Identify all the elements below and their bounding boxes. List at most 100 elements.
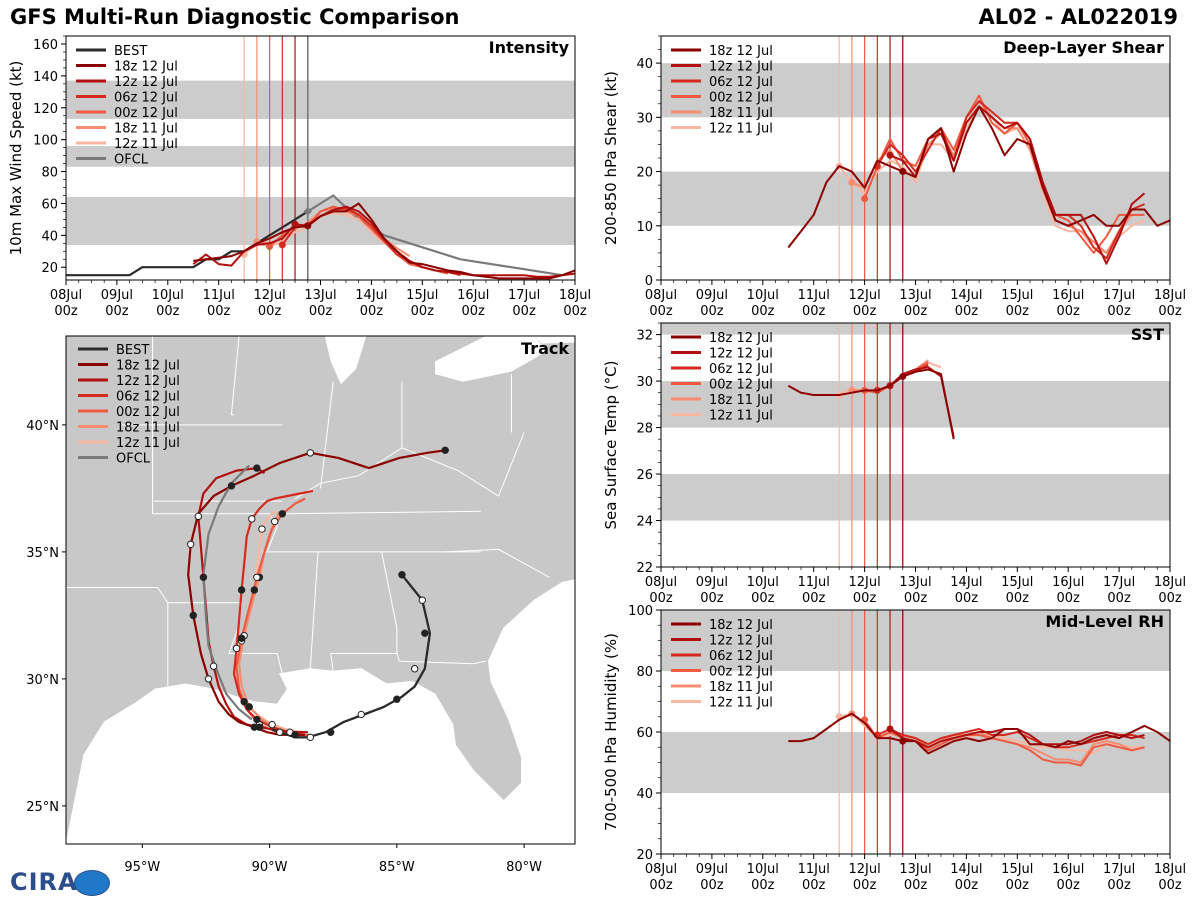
track-frame: [65, 335, 576, 845]
shear-ytick-label: 20: [636, 166, 653, 181]
intensity-xtick-label: 13Jul 00z: [304, 288, 336, 319]
ofcl-start-marker: [303, 207, 313, 216]
shear-marker: [886, 151, 894, 159]
intensity-marker: [266, 243, 274, 251]
cira-logo-text: CIRA: [10, 868, 78, 896]
track-position-marker: [357, 710, 365, 719]
intensity-ytick-label: 60: [41, 197, 58, 212]
panel-sst: 22 24 26 28 30 32 08Jul 00z 09Jul 00z 10Jul 00z 11Ju…: [602, 322, 1186, 606]
rh-legend-label: 12z 11 Jul: [709, 696, 773, 711]
rh-shade-band: [661, 610, 1170, 671]
sst-ytick-label: 22: [636, 561, 653, 576]
rh-ytick-label: 100: [628, 604, 653, 619]
track-lat-label: 35°N: [26, 546, 59, 561]
shear-legend-label: 18z 12 Jul: [709, 44, 773, 59]
sst-legend-label: 06z 12 Jul: [709, 362, 773, 377]
track-position-marker: [398, 571, 406, 579]
rh-xtick-label: 08Jul 00z: [645, 862, 677, 893]
intensity-marker: [304, 222, 312, 230]
shear-ytick-label: 40: [636, 57, 653, 72]
track-legend-label: 18z 12 Jul: [116, 359, 180, 374]
track-ofcl: [202, 464, 253, 721]
shear-plot-area: [661, 36, 1170, 280]
rh-xtick-label: 18Jul 00z: [1154, 862, 1186, 893]
track-position-marker: [187, 540, 195, 548]
rh-xtick-label: 10Jul 00z: [747, 862, 779, 893]
intensity-panel-title: Intensity: [489, 38, 570, 57]
track-position-marker: [245, 703, 253, 711]
shear-xtick-label: 17Jul 00z: [1103, 288, 1135, 319]
intensity-legend-label: OFCL: [114, 153, 149, 168]
sst-xtick-label: 14Jul 00z: [950, 575, 982, 606]
shear-xtick-label: 10Jul 00z: [747, 288, 779, 319]
state-border: [457, 432, 525, 497]
track-map-area: [66, 336, 575, 844]
sst-plot-area: [661, 323, 1170, 567]
rh-legend-label: 06z 12 Jul: [709, 649, 773, 664]
intensity-legend-label: 12z 11 Jul: [114, 137, 178, 152]
rh-xtick-label: 12Jul 00z: [848, 862, 880, 893]
shear-xtick-label: 14Jul 00z: [950, 288, 982, 319]
track-position-marker: [209, 662, 218, 670]
state-border: [228, 653, 283, 674]
track-position-marker: [199, 573, 208, 581]
shear-series-12z-12-jul: [889, 105, 1146, 265]
sst-ytick-label: 30: [636, 375, 653, 390]
shear-shade-band: [661, 63, 1170, 118]
intensity-ytick-label: 80: [41, 166, 58, 181]
rh-xtick-label: 11Jul 00z: [798, 862, 830, 893]
lake: [534, 336, 575, 344]
intensity-xtick-label: 17Jul 00z: [508, 288, 540, 319]
intensity-ylabel: 10m Max Wind Speed (kt): [7, 61, 25, 256]
sst-xtick-label: 13Jul 00z: [899, 575, 931, 606]
intensity-shade-band: [66, 80, 575, 119]
track-lat-label: 30°N: [26, 673, 59, 688]
sst-xtick-label: 18Jul 00z: [1154, 575, 1186, 606]
sst-ytick-label: 26: [636, 468, 653, 483]
rh-legend-label: 18z 11 Jul: [709, 680, 773, 695]
storm-id: AL02 - AL022019: [978, 5, 1179, 29]
shear-legend-label: 00z 12 Jul: [709, 91, 773, 106]
track-position-marker: [278, 510, 287, 518]
sst-legend-label: 00z 12 Jul: [709, 378, 773, 393]
shear-ytick-label: 10: [636, 220, 653, 235]
sst-xtick-label: 12Jul 00z: [848, 575, 880, 606]
shear-xtick-label: 11Jul 00z: [798, 288, 830, 319]
globe-icon: [74, 870, 110, 896]
sst-ytick-label: 28: [636, 422, 653, 437]
intensity-legend-label: 18z 11 Jul: [114, 122, 178, 137]
track-lon-label: 95°W: [124, 860, 160, 875]
sst-shade-band: [661, 323, 1170, 335]
track-position-marker: [240, 698, 248, 706]
lake: [324, 336, 367, 385]
rh-plot-area: [661, 610, 1170, 854]
panel-track: 95°W 90°W 85°W 80°W 25°N 30°N 35°N 40°N Track BES…: [26, 335, 576, 875]
state-border: [309, 551, 319, 669]
rh-series-18z-12-jul: [788, 712, 1170, 755]
shear-xtick-label: 08Jul 00z: [645, 288, 677, 319]
track-panel-title: Track: [521, 339, 569, 358]
intensity-xtick-label: 16Jul 00z: [457, 288, 489, 319]
rh-legend-label: 12z 12 Jul: [709, 634, 773, 649]
sst-xtick-label: 10Jul 00z: [747, 575, 779, 606]
track-position-marker: [250, 586, 259, 594]
intensity-xtick-label: 09Jul 00z: [101, 288, 133, 319]
intensity-marker: [278, 241, 286, 249]
intensity-xtick-label: 11Jul 00z: [203, 288, 235, 319]
shear-xtick-label: 13Jul 00z: [899, 288, 931, 319]
track-position-marker: [253, 715, 261, 724]
track-position-marker: [227, 482, 236, 490]
sst-legend-label: 18z 11 Jul: [709, 393, 773, 408]
intensity-series-18z-12-jul: [193, 202, 575, 280]
rh-legend-label: 00z 12 Jul: [709, 665, 773, 680]
shear-panel-title: Deep-Layer Shear: [1003, 38, 1164, 57]
shear-xtick-label: 16Jul 00z: [1052, 288, 1084, 319]
rh-panel-title: Mid-Level RH: [1045, 612, 1164, 631]
intensity-shade-band: [66, 146, 575, 167]
shear-marker: [899, 168, 907, 176]
intensity-ytick-label: 100: [33, 134, 58, 149]
sst-xtick-label: 16Jul 00z: [1052, 575, 1084, 606]
shear-marker: [848, 178, 856, 186]
